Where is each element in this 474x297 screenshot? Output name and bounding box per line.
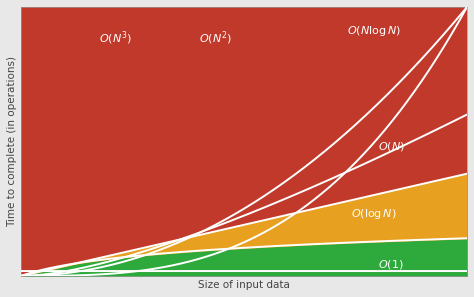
Text: $O(\log N)$: $O(\log N)$ (351, 207, 397, 221)
Y-axis label: Time to complete (in operations): Time to complete (in operations) (7, 56, 17, 227)
Text: $O(N \log N)$: $O(N \log N)$ (346, 24, 401, 38)
Text: $O(1)$: $O(1)$ (378, 258, 403, 271)
X-axis label: Size of input data: Size of input data (198, 280, 290, 290)
Text: $O(N^3)$: $O(N^3)$ (99, 29, 132, 47)
Text: $O(N)$: $O(N)$ (378, 140, 405, 153)
Text: $O(N^2)$: $O(N^2)$ (200, 29, 232, 47)
